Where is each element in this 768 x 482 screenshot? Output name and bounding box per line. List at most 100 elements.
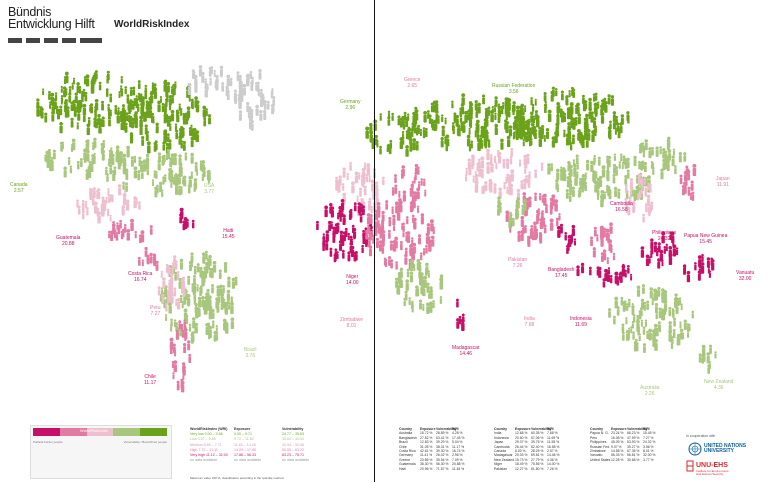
table-row: Haiti 20.96 % 71.57 % 11.45 % [399, 467, 468, 471]
table-cell: Cambodia [494, 444, 510, 449]
table-cell: Russian Fed. [590, 444, 610, 449]
table-header: WRI [547, 427, 554, 431]
country-name: Philippines [652, 230, 677, 236]
table-header-row: Country Exposure Vulnerability WRI [590, 427, 659, 431]
legend-caption: WorldRiskIndex [80, 428, 108, 433]
table-row: Niger 18.49 % 75.56 % 14.00 % [494, 462, 563, 466]
table-row: Madagascar 20.03 % 69.81 % 14.46 % [494, 453, 563, 457]
table-cell: Japan [494, 440, 504, 445]
table-header-row: Country Exposure Vulnerability WRI [494, 427, 563, 431]
table-cell: 9.07 % [611, 444, 622, 449]
member-logos [8, 38, 102, 43]
table-cell: 39.30 % [436, 449, 449, 454]
country-value: 16.58 [615, 206, 628, 213]
legend-swatch-very-high [33, 428, 60, 436]
table-cell: 20.85 % [420, 457, 433, 462]
table-cell: Chile [399, 444, 407, 449]
table-row: Canada 8.00 % 28.25 % 2.57 % [494, 449, 563, 453]
table-row: Cambodia 26.44 % 62.40 % 16.58 % [494, 445, 563, 449]
country-data-table: Country Exposure Vulnerability WRI Australia… [399, 427, 468, 471]
table-row: Philippines 45.09 % 53.93 % 24.32 % [590, 440, 659, 444]
table-cell: 60.35 % [531, 431, 544, 436]
table-cell: 7.27 % [643, 435, 654, 440]
table-cell: Germany [399, 453, 413, 458]
table-row: Medium 5.89 – 7.71 11.83 – 14.28 40.54 – 5… [190, 443, 330, 448]
table-cell: 67.35 % [627, 449, 640, 454]
country-value: 2.96 [345, 104, 356, 111]
table-cell: 7.26 % [547, 466, 558, 471]
country-name: Pakistan [508, 257, 528, 263]
country-name: Greece [404, 77, 421, 83]
un-line-2: UNIVERSITY [704, 448, 735, 454]
table-cell: 11.45 % [452, 466, 465, 471]
member-logo [62, 38, 76, 43]
table-cell: 14.29 – 17.85 [234, 447, 256, 452]
table-row: Vanuatu 56.33 % 56.81 % 32.00 % [590, 453, 659, 457]
table-cell: 39.27 % [627, 444, 640, 449]
table-row: Low 3.57 – 5.88 9.72 – 11.82 35.64 – 40.53 [190, 437, 330, 442]
country-name: USA [204, 183, 215, 189]
table-cell: Indonesia [494, 435, 509, 440]
table-row: High 7.72 – 11.11 14.29 – 17.85 50.59 – 63… [190, 448, 330, 453]
table-row: Brazil 12.83 % 39.29 % 5.04 % [399, 440, 468, 444]
country-label: Canada 2.57 [10, 182, 28, 194]
table-cell: 8.00 % [515, 449, 526, 454]
country-label: Greece 2.65 [404, 77, 421, 89]
country-name: Costa Rica [128, 271, 153, 277]
table-cell: 17.45 % [452, 435, 465, 440]
brand-line-1: Bündnis [8, 5, 52, 19]
ehs-emblem-icon [686, 460, 694, 472]
country-label: Germany 2.96 [340, 99, 361, 111]
table-cell: 24.77 – 35.63 [282, 432, 304, 437]
table-header: WRI [452, 427, 459, 431]
member-logo [44, 38, 58, 43]
table-row: Guatemala 36.30 % 56.30 % 20.88 % [399, 462, 468, 466]
table-cell: 7.68 % [547, 431, 558, 436]
table-cell: no data available [234, 458, 262, 463]
country-value: 2.26 [644, 390, 655, 397]
table-cell: 28.25 % [531, 449, 544, 454]
table-cell: 12.27 % [515, 466, 528, 471]
table-cell: 39.75 % [531, 440, 544, 445]
table-cell: 20.96 % [420, 466, 433, 471]
country-name: Madagascar [452, 345, 480, 351]
country-label: Indonesia 11.69 [570, 316, 592, 328]
table-header: WorldRiskIndex (WRI) [190, 427, 228, 431]
table-header: Vulnerability [627, 427, 648, 431]
country-label: USA 3.77 [204, 183, 215, 195]
country-name: Peru [150, 305, 161, 311]
country-name: Niger [346, 274, 359, 280]
table-header: Vulnerability [436, 427, 457, 431]
country-value: 15.45 [222, 233, 235, 240]
table-cell: no data available [282, 458, 310, 463]
table-cell: Costa Rica [399, 449, 416, 454]
ehs-subtitle: Institute for Environment and Human Secu… [696, 469, 729, 477]
country-label: India 7.68 [524, 316, 535, 328]
table-row: Zimbabwe 14.58 % 67.35 % 8.01 % [590, 449, 659, 453]
table-header: Country [399, 427, 412, 431]
table-cell: 28.89 % [436, 431, 449, 436]
table-header: Country [590, 427, 603, 431]
world-map-pictogram [36, 65, 717, 393]
table-cell: 11.69 % [547, 435, 560, 440]
country-value: 32.00 [738, 275, 752, 282]
country-name: Brazil [244, 347, 257, 353]
table-cell: 56.81 % [627, 453, 640, 458]
table-row: no data available no data available no dat… [190, 458, 330, 463]
table-cell: Zimbabwe [590, 449, 606, 454]
legend-note: Political border people [33, 440, 63, 444]
country-name: Haiti [223, 228, 234, 234]
legend-swatch-very-low [140, 428, 167, 436]
un-university-logo: UNITED NATIONS UNIVERSITY [688, 442, 768, 461]
country-name: Canada [10, 182, 28, 188]
table-cell: 69.81 % [531, 453, 544, 458]
table-cell: Papua N. G. [590, 431, 609, 436]
table-cell: Medium 5.89 – 7.71 [190, 442, 222, 447]
table-cell: 35.54 % [436, 457, 449, 462]
table-cell: 2.57 % [547, 449, 558, 454]
table-cell: 2.96 % [452, 453, 463, 458]
table-cell: 14.58 % [611, 449, 624, 454]
country-name: Bangladesh [548, 267, 575, 273]
country-value: 3.77 [204, 188, 214, 195]
country-label: Costa Rica 16.74 [128, 271, 153, 283]
